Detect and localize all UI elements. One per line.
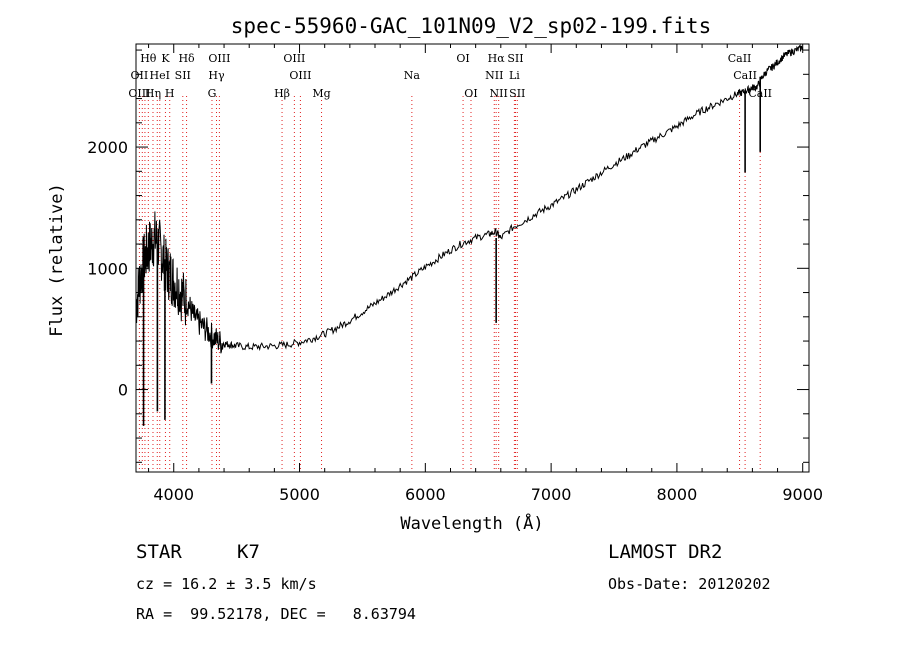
line-label: H [165, 87, 175, 100]
line-label: Hβ [274, 87, 290, 100]
line-label: OIII [289, 69, 311, 82]
line-label: Mg [312, 87, 330, 100]
spectrum-series [135, 44, 804, 426]
x-tick-label: 7000 [531, 485, 572, 504]
x-tick-label: 4000 [153, 485, 194, 504]
line-label: OI [456, 52, 469, 65]
line-label: K [161, 52, 170, 65]
spectrum-line [135, 44, 804, 354]
axis-tick-labels: 4000 5000 6000 7000 8000 9000 0 1000 2000 [87, 138, 823, 504]
chart-title: spec-55960-GAC_101N09_V2_sp02-199.fits [231, 14, 711, 38]
survey-name: LAMOST DR2 [608, 541, 723, 563]
spectrum-chart: spec-55960-GAC_101N09_V2_sp02-199.fits H… [47, 14, 823, 534]
y-tick-label: 2000 [87, 138, 128, 157]
x-tick-label: 5000 [279, 485, 320, 504]
y-tick-label: 1000 [87, 259, 128, 278]
y-axis-label: Flux (relative) [47, 183, 67, 337]
line-label: NII [485, 69, 503, 82]
line-label: HeI [150, 69, 170, 82]
line-label: CaII [733, 69, 757, 82]
line-label: SII [509, 87, 525, 100]
y-tick-label: 0 [118, 381, 128, 400]
line-label: OIII [283, 52, 305, 65]
object-subclass: K7 [237, 541, 260, 563]
line-label: Hθ [140, 52, 157, 65]
line-label: SII [507, 52, 523, 65]
observation-date: Obs-Date: 20120202 [608, 575, 771, 593]
coordinates: RA = 99.52178, DEC = 8.63794 [136, 605, 416, 623]
line-label: Hα [488, 52, 506, 65]
line-label: CaII [728, 52, 752, 65]
line-label: NII [490, 87, 508, 100]
line-label: Hδ [178, 52, 195, 65]
axis-ticks [136, 44, 809, 472]
line-label: Na [404, 69, 421, 82]
x-tick-label: 6000 [405, 485, 446, 504]
plot-frame [135, 43, 810, 473]
line-label: Hγ [208, 69, 225, 82]
emission-line-markers [138, 96, 761, 472]
object-class: STAR [136, 541, 182, 563]
redshift-value: cz = 16.2 ± 3.5 km/s [136, 575, 317, 593]
x-tick-label: 8000 [657, 485, 698, 504]
line-label: Hη [145, 87, 161, 100]
line-label: OIII [208, 52, 230, 65]
line-label: OII [131, 69, 149, 82]
x-tick-label: 9000 [782, 485, 823, 504]
line-label: SII [175, 69, 191, 82]
line-label: OI [464, 87, 477, 100]
x-axis-label: Wavelength (Å) [400, 512, 543, 534]
line-label: Li [509, 69, 520, 82]
line-label: OIII [128, 87, 150, 100]
line-label: G [208, 87, 217, 100]
